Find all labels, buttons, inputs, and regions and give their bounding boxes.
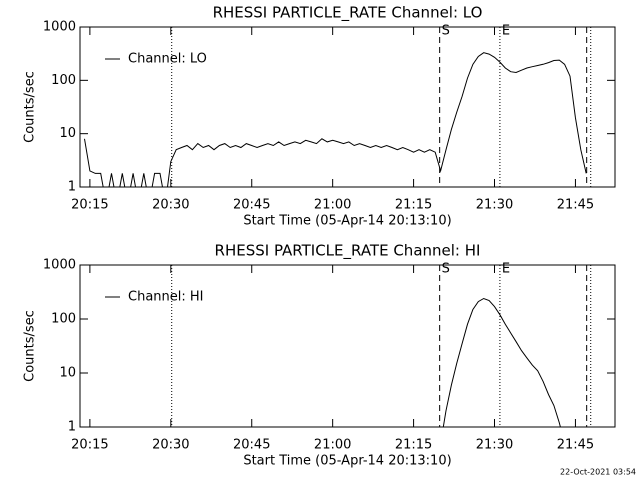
x-tick-label: 20:30 xyxy=(152,198,189,213)
chart-title: RHESSI PARTICLE_RATE Channel: HI xyxy=(215,242,481,261)
x-tick-label: 20:30 xyxy=(152,438,189,453)
chart: RHESSI PARTICLE_RATE Channel: LO Start Ti… xyxy=(23,4,616,229)
y-tick-label: 1000 xyxy=(43,20,76,35)
event-label: S xyxy=(442,24,450,39)
x-tick-label: 21:15 xyxy=(395,438,432,453)
x-tick-label: 20:15 xyxy=(71,198,108,213)
x-tick-label: 21:45 xyxy=(557,438,594,453)
x-axis-label: Start Time (05-Apr-14 20:13:10) xyxy=(243,214,451,229)
chart: RHESSI PARTICLE_RATE Channel: HI Start Ti… xyxy=(23,242,616,469)
footer: 22-Oct-2021 03:54 xyxy=(560,468,636,477)
y-tick-label: 10 xyxy=(59,126,76,141)
y-tick-label: 100 xyxy=(51,312,76,327)
y-tick-label: 1000 xyxy=(43,258,76,273)
x-tick-label: 21:15 xyxy=(395,198,432,213)
chart-title: RHESSI PARTICLE_RATE Channel: LO xyxy=(213,4,483,23)
y-tick-label: 10 xyxy=(59,366,76,381)
event-label: S xyxy=(442,262,450,277)
x-tick-label: 21:30 xyxy=(476,198,513,213)
x-tick-label: 21:00 xyxy=(314,198,351,213)
x-tick-label: 21:30 xyxy=(476,438,513,453)
x-axis-label: Start Time (05-Apr-14 20:13:10) xyxy=(243,454,451,469)
legend-label: Channel: HI xyxy=(128,290,204,305)
y-tick-label: 1 xyxy=(68,420,76,435)
event-label: E xyxy=(502,24,510,39)
x-tick-label: 21:45 xyxy=(557,198,594,213)
x-tick-label: 20:45 xyxy=(233,198,270,213)
x-tick-label: 21:00 xyxy=(314,438,351,453)
x-tick-label: 20:45 xyxy=(233,438,270,453)
y-axis-label: Counts/sec xyxy=(23,310,38,382)
plot-frame xyxy=(79,264,616,428)
legend-label: Channel: LO xyxy=(128,52,207,67)
event-label: E xyxy=(502,262,510,277)
plot-frame xyxy=(79,26,616,188)
data-line xyxy=(84,52,587,187)
x-tick-label: 20:15 xyxy=(71,438,108,453)
y-tick-label: 1 xyxy=(68,180,76,195)
y-axis-label: Counts/sec xyxy=(23,71,38,143)
y-tick-label: 100 xyxy=(51,73,76,88)
data-line xyxy=(442,297,561,427)
